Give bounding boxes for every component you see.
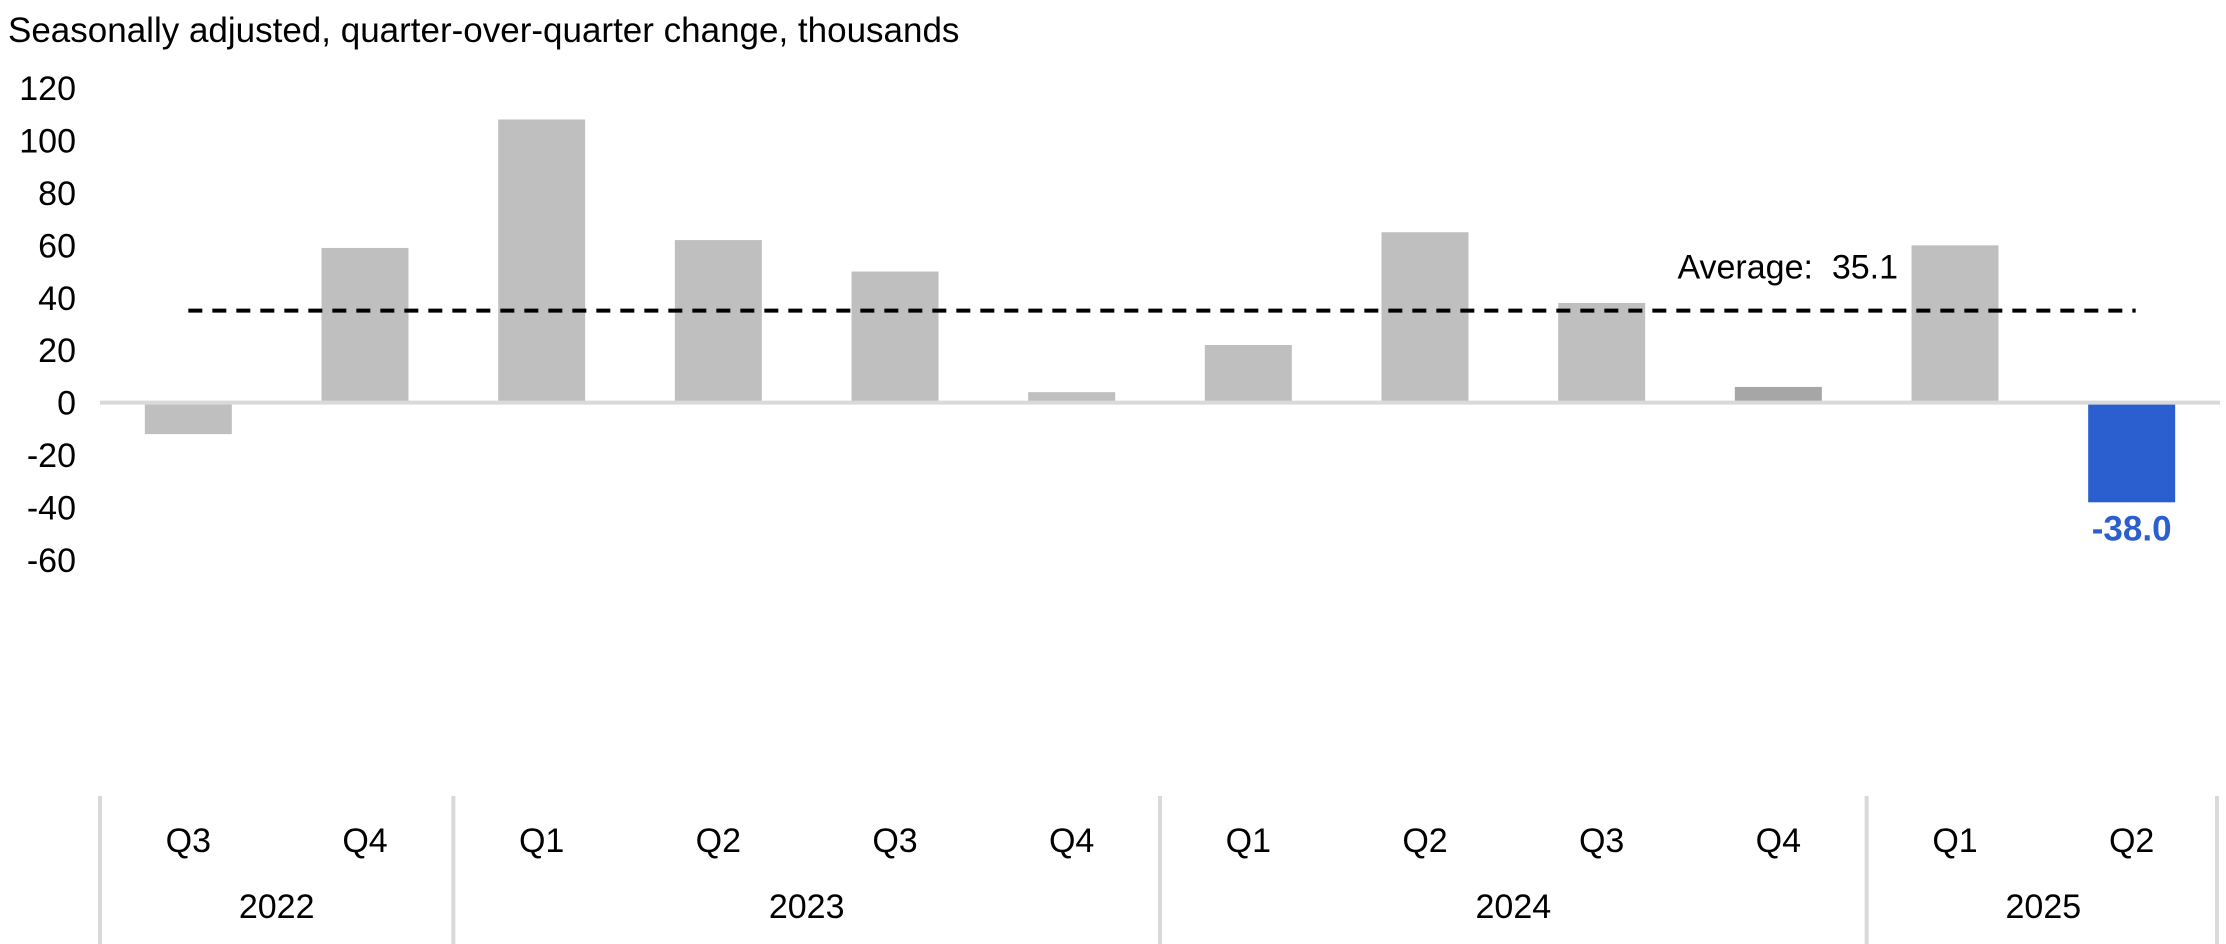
bar xyxy=(1204,344,1292,403)
y-tick-label: 40 xyxy=(38,280,76,318)
bar xyxy=(1734,386,1822,403)
data-label: -38.0 xyxy=(2092,509,2172,548)
x-tick-label: Q3 xyxy=(166,822,211,860)
x-tick-label: Q2 xyxy=(696,822,741,860)
y-tick-label: 60 xyxy=(38,227,76,265)
bar xyxy=(851,271,939,403)
x-tick-label: Q2 xyxy=(2109,822,2154,860)
bars xyxy=(144,119,2176,503)
average-label: Average: 35.1 xyxy=(1677,249,1898,287)
bar xyxy=(1911,245,1999,403)
y-tick-label: -20 xyxy=(27,437,76,475)
x-tick-label: Q4 xyxy=(1049,822,1094,860)
y-tick-label: -40 xyxy=(27,490,76,528)
bar xyxy=(2088,402,2176,503)
x-tick-label: Q4 xyxy=(1756,822,1801,860)
x-tick-label: Q4 xyxy=(342,822,387,860)
bar xyxy=(1381,232,1469,403)
y-tick-label: 100 xyxy=(19,122,76,160)
y-tick-label: 20 xyxy=(38,332,76,370)
bar xyxy=(498,119,586,403)
y-tick-label: 80 xyxy=(38,175,76,213)
bar xyxy=(1558,303,1646,403)
x-tick-label: Q1 xyxy=(519,822,564,860)
bar xyxy=(674,240,762,403)
bar xyxy=(321,247,409,403)
x-tick-label: Q2 xyxy=(1402,822,1447,860)
y-tick-label: -60 xyxy=(27,542,76,580)
x-group-label: 2025 xyxy=(2006,888,2082,926)
y-tick-label: 0 xyxy=(57,385,76,423)
x-tick-label: Q1 xyxy=(1932,822,1977,860)
x-axis: Q3 Q4 Q1 Q2 Q3 Q4 Q1 Q2 Q3 Q4 Q1 Q2 2022 2023 2024 2025 xyxy=(98,796,2219,944)
bar xyxy=(1028,392,1116,403)
x-tick-label: Q1 xyxy=(1226,822,1271,860)
data-labels: -38.0 xyxy=(2092,509,2172,548)
x-group-label: 2022 xyxy=(239,888,315,926)
x-group-label: 2023 xyxy=(769,888,845,926)
x-group-label: 2024 xyxy=(1476,888,1552,926)
y-tick-label: 120 xyxy=(19,70,76,108)
x-tick-label: Q3 xyxy=(1579,822,1624,860)
chart-subtitle: Seasonally adjusted, quarter-over-quarte… xyxy=(8,11,959,50)
x-tick-label: Q3 xyxy=(872,822,917,860)
y-axis-ticks: 120 100 80 60 40 20 0 -20 -40 -60 xyxy=(19,70,76,580)
bar xyxy=(144,402,232,435)
